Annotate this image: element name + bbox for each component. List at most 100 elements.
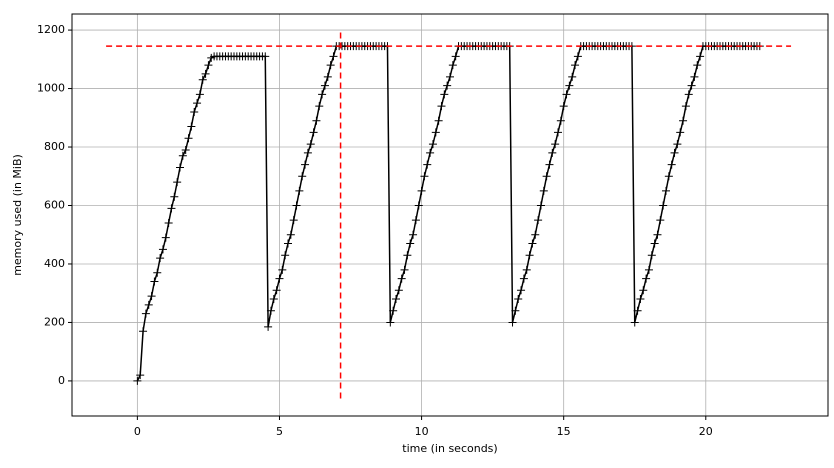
data-point: [511, 306, 520, 315]
data-point: [284, 239, 292, 248]
data-point: [536, 201, 545, 210]
data-point: [696, 52, 705, 61]
data-point: [684, 90, 693, 99]
data-point: [266, 306, 275, 315]
x-tick-label: 20: [699, 425, 713, 438]
data-point: [161, 233, 170, 242]
data-point: [323, 72, 332, 81]
data-point: [681, 102, 690, 111]
data-point: [525, 251, 534, 260]
data-point: [431, 128, 440, 137]
data-point: [193, 99, 202, 108]
y-tick-label: 800: [44, 140, 65, 153]
data-point: [437, 102, 446, 111]
y-tick-label: 200: [44, 315, 65, 328]
data-point: [446, 72, 454, 81]
data-point: [139, 327, 148, 336]
data-point: [534, 216, 543, 225]
data-point: [164, 219, 173, 228]
data-point: [440, 90, 449, 99]
data-point: [528, 239, 537, 248]
data-point: [676, 128, 685, 137]
data-point: [650, 239, 659, 248]
data-point: [562, 90, 571, 99]
data-point: [656, 216, 665, 225]
data-point: [417, 186, 426, 195]
data-point: [659, 201, 668, 210]
data-point: [315, 102, 324, 111]
data-point: [386, 318, 395, 327]
data-point: [554, 128, 562, 137]
x-tick-label: 0: [134, 425, 141, 438]
data-point: [639, 286, 648, 295]
data-line: [136, 45, 760, 382]
data-point: [423, 160, 432, 169]
data-point: [176, 163, 184, 172]
data-point: [409, 230, 418, 239]
plot-frame: [71, 13, 829, 417]
data-point: [568, 72, 577, 81]
data-point: [448, 61, 457, 70]
data-point: [195, 90, 204, 99]
data-point: [687, 81, 696, 90]
data-point: [170, 192, 179, 201]
data-point: [187, 122, 196, 131]
data-point: [545, 160, 554, 169]
data-point: [392, 295, 400, 304]
y-tick-label: 600: [44, 198, 65, 211]
data-point: [295, 186, 304, 195]
data-point: [548, 148, 557, 157]
data-point: [292, 201, 301, 210]
data-point: [306, 140, 315, 149]
data-point: [653, 230, 662, 239]
data-point: [573, 52, 582, 61]
data-point: [400, 265, 409, 274]
data-point: [414, 201, 423, 210]
data-point: [156, 254, 165, 263]
data-point: [519, 274, 528, 283]
data-point: [204, 61, 213, 70]
data-point: [644, 265, 653, 274]
data-point: [141, 309, 150, 318]
data-point: [420, 172, 429, 181]
data-point: [662, 186, 670, 195]
y-tick-label: 1000: [37, 82, 65, 95]
data-point: [329, 52, 338, 61]
data-point: [690, 72, 699, 81]
data-point: [411, 216, 420, 225]
data-point: [184, 134, 193, 143]
data-point: [647, 251, 656, 260]
data-point: [167, 204, 176, 213]
data-point: [153, 268, 162, 277]
data-point: [434, 116, 443, 125]
data-point: [144, 300, 153, 309]
data-point: [508, 318, 517, 327]
data-point: [286, 230, 295, 239]
data-point: [309, 128, 318, 137]
data-point: [451, 52, 460, 61]
data-point: [633, 306, 642, 315]
data-point: [406, 239, 415, 248]
data-point: [531, 230, 540, 239]
data-point: [389, 306, 398, 315]
data-point: [443, 81, 452, 90]
data-point: [539, 186, 548, 195]
data-point: [201, 69, 210, 78]
data-point: [190, 107, 199, 116]
data-point: [198, 75, 207, 84]
data-point: [312, 116, 321, 125]
data-point: [693, 61, 702, 70]
data-point: [136, 371, 145, 380]
data-point: [679, 116, 688, 125]
data-point: [630, 318, 639, 327]
data-point: [320, 81, 329, 90]
data-point: [426, 148, 435, 157]
data-point: [303, 148, 312, 157]
data-point: [542, 172, 551, 181]
data-point: [673, 140, 682, 149]
data-point: [326, 61, 335, 70]
data-point: [403, 251, 412, 260]
data-point: [559, 102, 568, 111]
data-point: [264, 322, 273, 331]
